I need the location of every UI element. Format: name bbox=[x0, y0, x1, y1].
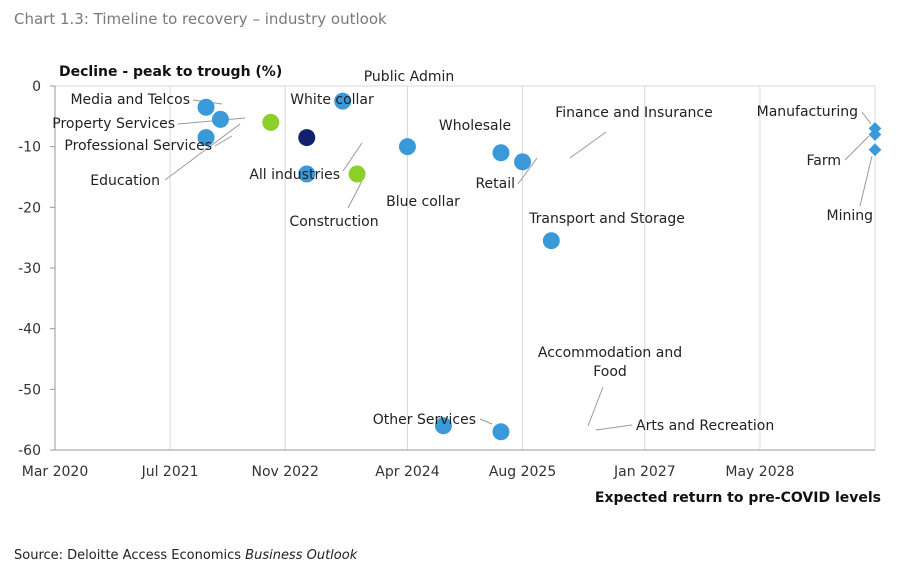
data-points bbox=[197, 92, 882, 441]
x-tick-label: Apr 2024 bbox=[375, 464, 439, 480]
point-label: Construction bbox=[289, 214, 378, 230]
point-label: White collar bbox=[290, 92, 374, 108]
data-point-mining bbox=[868, 143, 882, 157]
source-publication: Business Outlook bbox=[245, 548, 358, 563]
leader-line bbox=[595, 424, 633, 431]
leader-line bbox=[214, 135, 233, 147]
data-point-other-services bbox=[434, 417, 452, 435]
leader-line bbox=[569, 131, 607, 159]
data-point-transport-and-storage bbox=[542, 232, 560, 250]
leader-lines bbox=[164, 99, 873, 431]
data-point-construction bbox=[298, 165, 316, 183]
y-tick-label: -20 bbox=[18, 200, 41, 216]
point-label: Arts and Recreation bbox=[636, 418, 774, 434]
data-point-accommodation-and-food bbox=[492, 423, 510, 441]
leader-line bbox=[517, 157, 538, 185]
leader-line bbox=[347, 180, 363, 209]
leader-line bbox=[587, 386, 604, 427]
point-label: Mining bbox=[827, 208, 874, 224]
leader-line bbox=[844, 135, 870, 161]
point-label: Farm bbox=[807, 153, 842, 169]
point-labels: Media and Telcos Property Services Profess… bbox=[52, 69, 873, 434]
x-tick-label: May 2028 bbox=[725, 464, 794, 480]
x-tick-label: Jul 2021 bbox=[141, 464, 199, 480]
x-axis-title: Expected return to pre-COVID levels bbox=[595, 490, 881, 506]
data-point-retail bbox=[492, 144, 510, 162]
data-point-white-collar bbox=[262, 113, 280, 131]
y-tick-label: -50 bbox=[18, 382, 41, 398]
chart-title: Chart 1.3: Timeline to recovery – indust… bbox=[14, 10, 387, 28]
point-label: Transport and Storage bbox=[528, 211, 685, 227]
source-prefix: Source: Deloitte Access Economics bbox=[14, 548, 246, 563]
point-label: Finance and Insurance bbox=[555, 105, 713, 121]
point-label: Property Services bbox=[52, 116, 175, 132]
source-note: Source: Deloitte Access Economics Busine… bbox=[14, 548, 357, 563]
leader-line bbox=[861, 111, 872, 125]
leader-line bbox=[342, 142, 363, 172]
x-tick-label: Nov 2022 bbox=[251, 464, 318, 480]
point-label: Blue collar bbox=[386, 194, 460, 210]
y-tick-label: -40 bbox=[18, 322, 41, 338]
data-point-all-industries bbox=[298, 129, 316, 147]
data-point-professional-services bbox=[197, 129, 215, 147]
leader-line bbox=[164, 123, 241, 181]
point-label: Media and Telcos bbox=[70, 92, 190, 108]
point-label: All industries bbox=[249, 167, 340, 183]
point-label: Other Services bbox=[373, 412, 476, 428]
leader-line bbox=[859, 155, 873, 207]
point-label: Education bbox=[90, 173, 160, 189]
point-label: Food bbox=[593, 364, 627, 380]
axis-layer: Mar 2020 Jul 2021 Nov 2022 Apr 2024 Aug 2025… bbox=[18, 79, 875, 480]
grid-layer bbox=[55, 85, 876, 450]
x-tick-label: Mar 2020 bbox=[22, 464, 89, 480]
data-point-finance-and-insurance bbox=[514, 153, 532, 171]
data-point-public-admin bbox=[334, 92, 352, 110]
y-axis-title: Decline - peak to trough (%) bbox=[59, 64, 282, 80]
y-tick-label: -30 bbox=[18, 261, 41, 277]
point-label: Public Admin bbox=[364, 69, 455, 85]
leader-line bbox=[177, 117, 246, 125]
y-tick-label: 0 bbox=[32, 79, 41, 95]
x-tick-label: Jan 2027 bbox=[613, 464, 676, 480]
data-point-wholesale bbox=[398, 138, 416, 156]
y-tick-label: -10 bbox=[18, 140, 41, 156]
point-label: Manufacturing bbox=[757, 104, 858, 120]
data-point-media-and-telcos bbox=[197, 98, 215, 116]
point-label: Retail bbox=[475, 176, 515, 192]
y-tick-label: -60 bbox=[18, 443, 41, 459]
data-point-blue-collar bbox=[348, 165, 366, 183]
data-point-property-services bbox=[211, 110, 229, 128]
x-tick-label: Aug 2025 bbox=[489, 464, 556, 480]
point-label: Accommodation and bbox=[538, 345, 682, 361]
leader-line bbox=[479, 418, 493, 425]
point-label: Wholesale bbox=[439, 118, 511, 134]
point-label: Professional Services bbox=[64, 138, 212, 154]
